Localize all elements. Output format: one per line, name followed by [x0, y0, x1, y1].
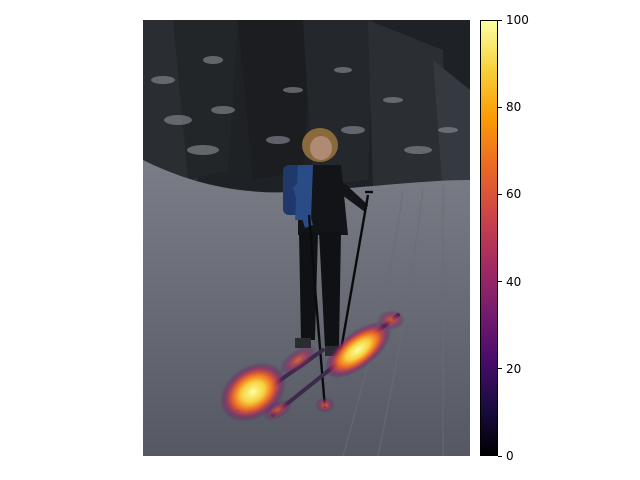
colorbar-tick-mark — [498, 455, 502, 457]
forest — [143, 20, 470, 195]
colorbar-tick-label: 80 — [506, 100, 522, 115]
colorbar-tick-mark — [498, 19, 502, 21]
colorbar-tick-label: 40 — [506, 274, 522, 289]
colorbar-tick-mark — [498, 193, 502, 195]
colorbar-tick-mark — [498, 281, 502, 283]
colorbar-tick-mark — [498, 368, 502, 370]
skier — [283, 128, 368, 356]
colorbar-tick-label: 0 — [506, 449, 514, 463]
colorbar-tick-mark — [498, 106, 502, 108]
colorbar-tick-label: 100 — [506, 13, 529, 27]
colorbar — [480, 20, 498, 456]
colorbar-tick-label: 60 — [506, 187, 522, 202]
heatmap-overlay — [219, 310, 405, 422]
colorbar-tick-label: 20 — [506, 361, 522, 376]
ski-photo-with-heatmap — [143, 20, 470, 456]
